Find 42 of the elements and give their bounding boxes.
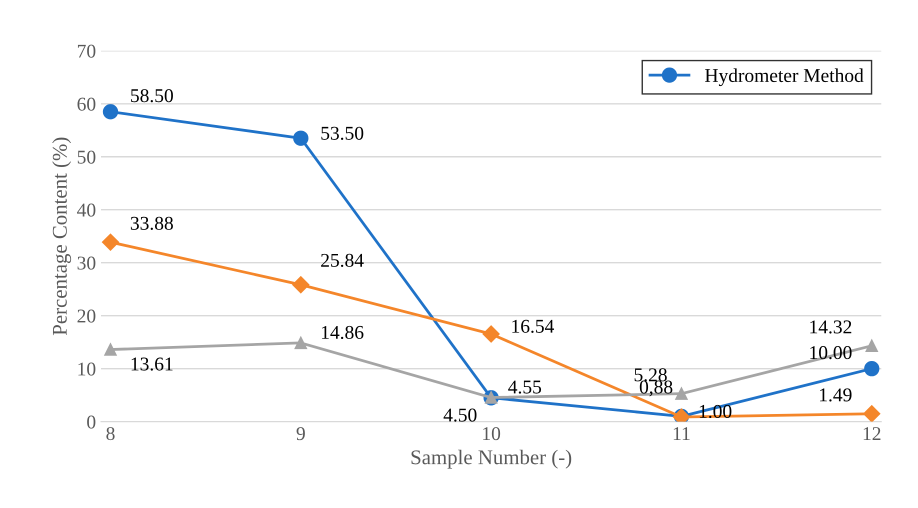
point: [294, 336, 308, 350]
point: [102, 234, 120, 251]
data-label: 5.28: [634, 368, 667, 382]
data-label: 14.86: [322, 326, 364, 340]
y-tick-label: 60: [78, 98, 96, 111]
data-label: 58.50: [131, 89, 173, 102]
point: [292, 276, 310, 294]
y-tick-label: 40: [77, 204, 96, 217]
data-label: 4.55: [508, 380, 542, 394]
x-tick-label: 8: [106, 427, 115, 440]
point: [293, 130, 308, 146]
data-label: 0,88: [640, 380, 672, 396]
data-label: 1.49: [820, 388, 852, 402]
data-label: 25.84: [321, 254, 364, 267]
y-tick-label: 0: [87, 415, 96, 429]
data-label: 33.88: [130, 216, 173, 230]
point: [866, 340, 878, 352]
y-tick-label: 70: [78, 44, 96, 58]
data-label: 4.50: [444, 408, 476, 422]
data-label: 10.00: [810, 346, 852, 360]
point: [864, 361, 880, 376]
point: [104, 343, 117, 356]
data-label: 13.61: [132, 358, 173, 371]
x-axis-title: Sample Number (-): [412, 450, 572, 469]
point: [675, 387, 688, 400]
x-tick-label: 9: [296, 427, 305, 440]
point: [482, 325, 500, 343]
data-label: 1.00: [700, 404, 732, 418]
data-label: 16.54: [512, 320, 554, 333]
y-tick-label: 30: [78, 256, 96, 270]
x-tick-label: 11: [674, 427, 690, 440]
y-axis-title: Percentage Content (%): [52, 138, 72, 336]
x-tick-label: 12: [864, 427, 880, 440]
point: [863, 405, 880, 422]
x-tick-label: 10: [483, 427, 500, 440]
y-tick-label: 20: [78, 310, 96, 323]
y-tick-label: 50: [78, 150, 96, 164]
data-label: 14.32: [810, 320, 852, 334]
legend-label: Hydrometer Method: [705, 68, 864, 86]
y-tick-label: 10: [78, 362, 96, 376]
point: [102, 104, 118, 120]
data-label: 53.50: [321, 126, 364, 140]
